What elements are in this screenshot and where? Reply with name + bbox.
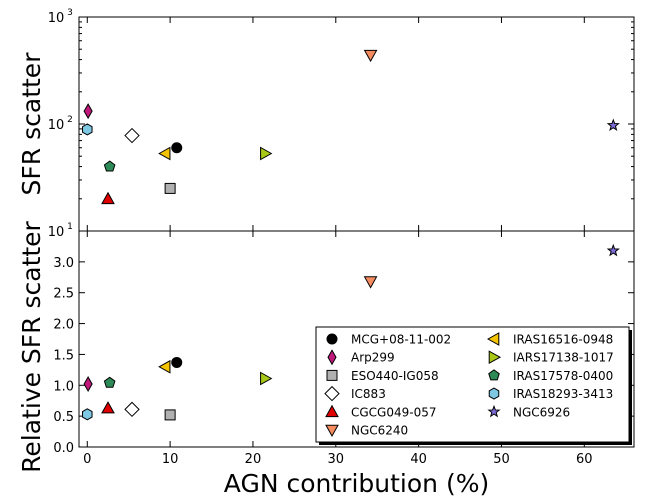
- x-axis-label: AGN contribution (%): [224, 469, 489, 498]
- point-bottom-ngc6926: [606, 243, 620, 257]
- legend-label-ngc6240: NGC6240: [351, 424, 408, 438]
- bottom-y-tick-label: 2.5: [53, 287, 74, 302]
- point-top-mcg-08-11-002: [171, 142, 183, 154]
- bottom-x-tick-label: 60: [576, 452, 593, 467]
- top-y-tick-exponent: 2: [67, 115, 73, 125]
- legend-label-eso440-ig058: ESO440-IG058: [351, 369, 439, 383]
- legend-label-iras17578-0400: IRAS17578-0400: [513, 369, 613, 383]
- point-bottom-iars17138-1017: [260, 371, 273, 386]
- top-y-tick-base: 10: [48, 225, 65, 240]
- bottom-y-tick-label: 2.0: [53, 318, 74, 333]
- bottom-x-tick-label: 50: [493, 452, 510, 467]
- legend-marker-arp299: [327, 349, 337, 366]
- legend-marker-iras18293-3413: [488, 387, 500, 400]
- top-y-tick-base: 10: [48, 118, 65, 133]
- point-top-cgcg049-057: [101, 191, 115, 205]
- point-top-eso440-ig058: [164, 182, 176, 194]
- point-bottom-iras18293-3413: [82, 408, 93, 421]
- legend-marker-mcg-08-11-002: [326, 333, 338, 345]
- point-top-ngc6926: [606, 118, 620, 132]
- point-bottom-iras16516-0948: [158, 359, 171, 374]
- point-bottom-ngc6240: [363, 276, 378, 289]
- point-bottom-cgcg049-057: [101, 401, 115, 414]
- bottom-y-tick-label: 1.5: [53, 348, 74, 363]
- top-y-tick-base: 10: [48, 11, 65, 26]
- legend-marker-ngc6240: [325, 424, 339, 438]
- legend-label-cgcg049-057: CGCG049-057: [351, 405, 437, 419]
- bottom-x-tick-label: 0: [83, 452, 91, 467]
- bottom-y-axis-label: Relative SFR scatter: [17, 220, 46, 472]
- point-top-iras16516-0948: [158, 146, 171, 161]
- legend-label-iras18293-3413: IRAS18293-3413: [513, 387, 613, 401]
- legend-label-ic883: IC883: [351, 387, 386, 401]
- bottom-x-tick-label: 40: [410, 452, 427, 467]
- point-top-arp299: [83, 103, 93, 120]
- bottom-y-tick-label: 0.0: [53, 441, 74, 456]
- bottom-y-axis: 0.0 0.5 1.0 1.5 2.0 2.5 3.0: [53, 256, 634, 456]
- legend-marker-ngc6926: [487, 404, 501, 418]
- bottom-panel: 0.0 0.5 1.0 1.5 2.0 2.5 3.0 0 10 20 30 40 50 60 Relati…: [17, 220, 635, 498]
- bottom-points: [82, 243, 620, 421]
- legend-marker-iras16516-0948: [486, 332, 500, 346]
- bottom-plot-frame: [78, 230, 635, 448]
- legend-label-iars17138-1017: IARS17138-1017: [513, 351, 614, 365]
- top-plot-area: [79, 17, 634, 231]
- top-y-tick-label: 10 2: [48, 115, 73, 133]
- point-bottom-eso440-ig058: [164, 409, 176, 421]
- point-bottom-mcg-08-11-002: [171, 356, 183, 368]
- legend-marker-eso440-ig058: [326, 369, 338, 381]
- point-bottom-arp299: [83, 376, 93, 393]
- bottom-x-tick-label: 10: [162, 452, 179, 467]
- bottom-y-tick-label: 3.0: [53, 256, 74, 271]
- bottom-x-tick-label: 30: [328, 452, 345, 467]
- bottom-y-tick-label: 0.5: [53, 410, 74, 425]
- point-top-ic883: [124, 127, 140, 144]
- legend-marker-iras17578-0400: [488, 369, 500, 381]
- legend-label-mcg-08-11-002: MCG+08-11-002: [351, 333, 451, 347]
- legend: MCG+08-11-002 Arp299 ESO440-IG058 IC883 CGCG…: [315, 326, 632, 445]
- point-top-iras17578-0400: [103, 160, 116, 172]
- legend-label-arp299: Arp299: [351, 351, 395, 365]
- top-y-tick-label: 10 3: [48, 8, 73, 26]
- top-points: [82, 49, 620, 205]
- bottom-y-tick-label: 1.0: [53, 379, 74, 394]
- point-top-iras18293-3413: [82, 123, 93, 136]
- bottom-x-tick-label: 20: [245, 452, 262, 467]
- legend-marker-iars17138-1017: [488, 350, 502, 365]
- top-y-tick-label: 10 1: [48, 222, 73, 240]
- point-bottom-ic883: [124, 401, 140, 418]
- legend-marker-ic883: [324, 385, 340, 402]
- legend-label-iras16516-0948: IRAS16516-0948: [513, 333, 613, 347]
- legend-marker-cgcg049-057: [325, 404, 339, 418]
- top-y-axis-label: SFR scatter: [17, 52, 46, 196]
- point-top-ngc6240: [363, 49, 378, 63]
- legend-box: [315, 326, 630, 443]
- point-top-iars17138-1017: [260, 146, 273, 161]
- top-y-tick-exponent: 3: [67, 8, 73, 18]
- point-bottom-iras17578-0400: [103, 376, 116, 388]
- top-y-tick-exponent: 1: [67, 222, 73, 232]
- legend-label-ngc6926: NGC6926: [513, 405, 570, 419]
